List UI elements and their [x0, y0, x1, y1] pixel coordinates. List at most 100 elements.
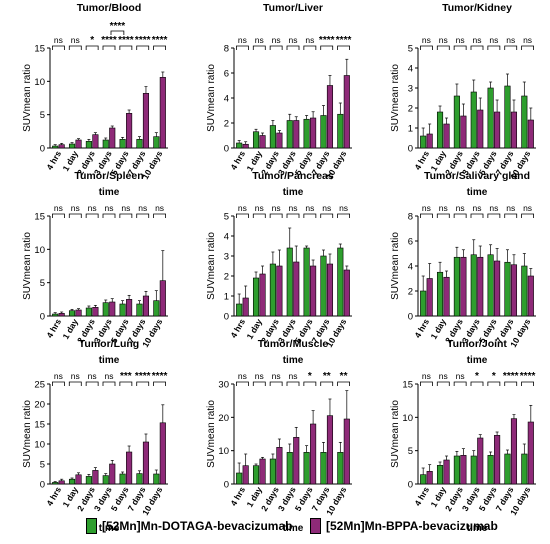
significance-bracket — [337, 45, 350, 50]
significance-label: **** — [135, 371, 151, 382]
bar — [276, 132, 283, 149]
bar — [436, 271, 444, 317]
y-tick-label: 1 — [224, 292, 229, 303]
y-tick-label: 3 — [408, 84, 413, 95]
bar — [343, 418, 350, 485]
y-tick-label: 10 — [34, 245, 45, 256]
bar — [252, 131, 260, 149]
chart-title: Tumor/Joint — [447, 338, 507, 350]
bar — [102, 139, 109, 149]
bar — [310, 265, 317, 317]
y-tick-label: 0 — [224, 480, 229, 491]
significance-label: * — [492, 371, 496, 382]
significance-bracket — [487, 45, 501, 50]
x-axis-label: time — [99, 523, 120, 534]
bar — [293, 120, 300, 149]
bar — [310, 117, 317, 149]
bar — [443, 123, 450, 149]
significance-label: ns — [456, 371, 465, 381]
bar — [58, 480, 65, 485]
bar — [504, 453, 511, 485]
bar — [286, 120, 293, 149]
significance-bracket — [269, 213, 283, 218]
significance-label: ns — [322, 203, 331, 213]
bar — [242, 143, 249, 149]
significance-bracket — [153, 45, 166, 50]
significance-label: ns — [105, 203, 114, 213]
significance-label: **** — [135, 35, 151, 46]
bar — [453, 455, 460, 485]
bar — [326, 263, 334, 317]
significance-label: * — [90, 35, 94, 46]
significance-label: ns — [339, 203, 348, 213]
bar — [470, 254, 477, 317]
bar — [259, 135, 266, 149]
significance-label: ns — [523, 203, 532, 213]
y-tick-label: 0 — [40, 480, 45, 491]
significance-label: ** — [340, 371, 348, 382]
significance-bracket — [102, 213, 116, 218]
bar — [426, 133, 433, 149]
significance-bracket — [470, 213, 484, 218]
bar — [510, 264, 518, 317]
bar — [153, 473, 160, 485]
significance-bracket — [504, 381, 518, 386]
significance-label: ns — [305, 35, 314, 45]
significance-label: ns — [272, 35, 281, 45]
significance-bracket — [136, 213, 150, 218]
bar — [75, 139, 82, 149]
bar — [58, 313, 65, 317]
bar — [320, 452, 327, 485]
significance-label: ns — [255, 35, 264, 45]
y-tick-label: 15 — [34, 212, 45, 223]
bar — [153, 136, 160, 149]
significance-label: ns — [138, 203, 147, 213]
significance-label: **** — [319, 35, 335, 46]
chart-title: Tumor/Blood — [77, 2, 142, 14]
bar — [436, 465, 444, 485]
legend-swatch-bppa — [310, 518, 321, 534]
significance-bracket — [286, 213, 300, 218]
bar — [426, 278, 433, 317]
bar — [142, 441, 150, 485]
significance-label: ns — [272, 371, 281, 381]
bar — [136, 303, 143, 317]
significance-label: ns — [456, 203, 465, 213]
bar — [494, 111, 501, 149]
bar — [236, 142, 243, 149]
bar — [286, 452, 293, 485]
y-axis-label: SUVmean ratio — [206, 400, 217, 468]
significance-label: ** — [323, 371, 331, 382]
y-tick-label: 10 — [218, 446, 229, 457]
significance-label: ns — [71, 35, 80, 45]
significance-label: ns — [54, 371, 63, 381]
bar — [426, 471, 433, 485]
significance-bracket — [269, 45, 283, 50]
bar — [337, 113, 344, 149]
bar — [326, 85, 334, 149]
significance-bracket — [153, 213, 166, 218]
chart-title: Tumor/Liver — [263, 2, 323, 14]
y-tick-label: 2 — [408, 104, 413, 115]
significance-bracket — [252, 381, 266, 386]
y-tick-label: 20 — [218, 413, 229, 424]
significance-label: ns — [456, 35, 465, 45]
bar — [75, 309, 82, 317]
significance-bracket — [337, 213, 350, 218]
significance-bracket — [521, 213, 534, 218]
bar — [252, 277, 260, 317]
significance-label: * — [308, 371, 312, 382]
bar — [470, 91, 477, 149]
significance-bracket — [68, 381, 82, 386]
significance-bracket — [487, 213, 501, 218]
y-tick-label: 5 — [408, 44, 413, 55]
bar — [521, 453, 528, 485]
bar — [269, 263, 276, 317]
significance-bracket — [136, 381, 150, 386]
significance-bracket — [436, 381, 450, 386]
chart-title: Tumor/Lung — [79, 338, 139, 350]
bar — [293, 261, 300, 317]
significance-bracket — [119, 213, 133, 218]
